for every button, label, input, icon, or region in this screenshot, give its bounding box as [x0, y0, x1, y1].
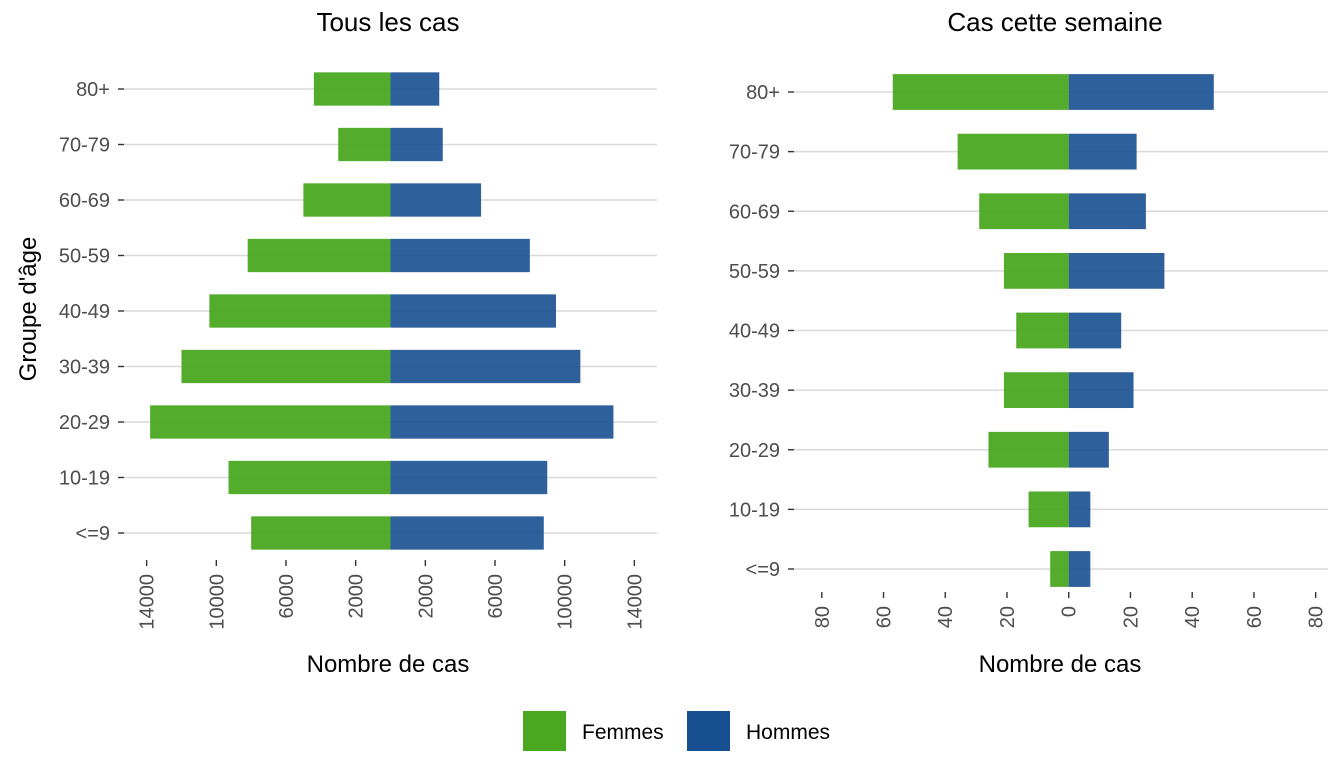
bar-femmes: [247, 238, 391, 273]
y-tick-label: 30-39: [729, 380, 780, 402]
y-axis-title: Groupe d'âge: [15, 237, 42, 382]
y-tick-label: 80+: [746, 82, 780, 104]
x-tick-label: 40: [1182, 606, 1204, 628]
y-tick-label: 70-79: [59, 135, 110, 157]
bar-hommes: [390, 349, 581, 384]
y-tick-label: 10-19: [729, 499, 780, 521]
panel-title: Cas cette semaine: [947, 7, 1162, 37]
x-tick-label: 14000: [624, 574, 646, 630]
bar-hommes: [390, 405, 614, 439]
bar-femmes: [303, 183, 391, 217]
bar-femmes: [150, 405, 391, 439]
x-tick-label: 60: [874, 606, 896, 628]
legend-swatch-hommes: [687, 711, 730, 751]
bar-femmes: [988, 431, 1069, 468]
x-tick-label: 80: [812, 606, 834, 628]
bar-femmes: [181, 349, 391, 384]
x-tick-label: 40: [935, 606, 957, 628]
y-tick-label: <=9: [746, 559, 780, 581]
x-tick-label: 0: [1059, 606, 1081, 617]
y-tick-label: 20-29: [729, 440, 780, 462]
bar-hommes: [1068, 312, 1122, 349]
legend-swatch-femmes: [523, 711, 566, 751]
x-tick-label: 14000: [137, 574, 159, 630]
bar-femmes: [979, 193, 1069, 230]
bar-femmes: [892, 74, 1069, 110]
bar-hommes: [390, 183, 482, 217]
bar-femmes: [1003, 252, 1069, 289]
y-tick-label: 80+: [76, 79, 110, 101]
x-tick-label: 20: [1120, 606, 1142, 628]
bar-hommes: [1068, 491, 1091, 528]
bar-hommes: [390, 238, 530, 273]
x-tick-label: 10000: [206, 574, 228, 630]
x-tick-label: 80: [1306, 606, 1328, 628]
bar-hommes: [1068, 372, 1134, 409]
x-tick-label: 2000: [346, 574, 368, 619]
bar-femmes: [338, 127, 391, 162]
x-tick-label: 2000: [415, 574, 437, 619]
y-tick-label: 60-69: [729, 201, 780, 223]
x-tick-label: 6000: [485, 574, 507, 619]
y-tick-label: 40-49: [729, 321, 780, 343]
x-axis-title: Nombre de cas: [979, 651, 1142, 678]
x-tick-label: 10000: [555, 574, 577, 630]
bar-femmes: [1016, 312, 1069, 349]
y-tick-label: <=9: [76, 523, 110, 545]
x-axis-title: Nombre de cas: [307, 651, 470, 678]
y-tick-label: 10-19: [59, 468, 110, 490]
y-tick-label: 30-39: [59, 357, 110, 379]
bar-hommes: [1068, 431, 1109, 468]
bar-femmes: [313, 72, 391, 106]
bar-femmes: [1003, 372, 1069, 409]
bar-femmes: [957, 133, 1069, 170]
bar-hommes: [1068, 133, 1137, 170]
y-tick-label: 60-69: [59, 190, 110, 212]
bar-femmes: [209, 294, 391, 328]
bar-femmes: [251, 516, 391, 550]
x-tick-label: 20: [997, 606, 1019, 628]
y-tick-label: 70-79: [729, 142, 780, 164]
legend-label-hommes: Hommes: [746, 721, 830, 744]
x-tick-label: 60: [1244, 606, 1266, 628]
bar-hommes: [1068, 252, 1165, 289]
y-tick-label: 50-59: [59, 246, 110, 268]
bar-hommes: [390, 460, 548, 495]
bar-hommes: [390, 127, 443, 162]
legend-label-femmes: Femmes: [582, 721, 664, 744]
bar-femmes: [228, 460, 391, 495]
bar-hommes: [390, 72, 440, 106]
panel-this-week: Cas cette semaine Nombre de cas <=9 10-19…: [729, 7, 1328, 678]
bar-hommes: [1068, 193, 1146, 230]
x-tick-label: 6000: [276, 574, 298, 619]
y-tick-label: 20-29: [59, 412, 110, 434]
bar-hommes: [1068, 551, 1091, 587]
bar-femmes: [1050, 551, 1069, 587]
y-tick-label: 40-49: [59, 301, 110, 323]
bar-hommes: [390, 516, 544, 550]
bar-hommes: [390, 294, 556, 328]
panel-all-cases: Tous les cas Nombre de cas Groupe d'âge …: [15, 7, 657, 678]
bar-femmes: [1028, 491, 1069, 528]
y-tick-label: 50-59: [729, 261, 780, 283]
panel-title: Tous les cas: [316, 7, 459, 37]
bar-hommes: [1068, 74, 1214, 110]
legend: Femmes Hommes: [523, 711, 830, 751]
